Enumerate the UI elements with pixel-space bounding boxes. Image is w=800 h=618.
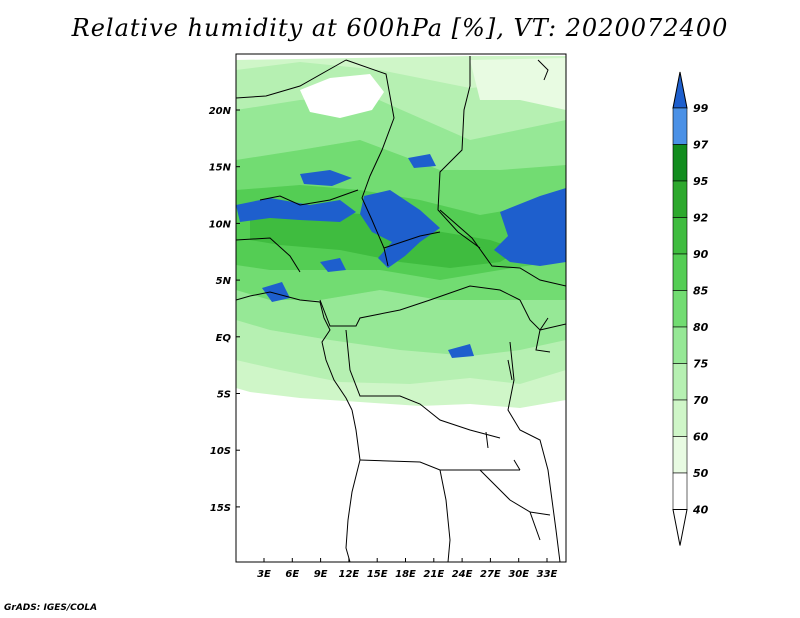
border-lakes [485,299,551,516]
humidity-field [236,56,566,408]
country-borders [236,56,566,562]
lat-tick-label: EQ [216,333,232,344]
lat-tick-label: 10S [210,446,231,457]
border-sudan [439,209,566,287]
border-east [535,59,566,353]
lon-tick-label: 30E [508,569,529,580]
chart-title: Relative humidity at 600hPa [%], VT: 202… [71,14,729,42]
lat-tick-label: 5S [217,390,231,401]
colorbar-level-label: 99 [693,102,709,115]
rh-90-region [250,210,520,268]
lon-tick-label: 21E [423,569,444,580]
grads-credit: GrADS: IGES/COLA [4,603,98,613]
rh-97-region-a [236,198,356,222]
colorbar-level-label: 97 [693,139,709,152]
colorbar-segment [672,472,688,510]
lon-tick-label: 6E [285,569,299,580]
colorbar-level-label: 80 [693,321,709,334]
colorbar-level-label: 40 [692,504,709,517]
colorbar-segment [672,253,688,291]
dry-region-northeast [470,58,566,110]
rh-97-region-g [448,344,474,358]
border-southern-africa [359,459,541,562]
lon-tick-label: 33E [537,569,558,580]
border-sahel [236,59,395,267]
colorbar-level-label: 90 [693,248,709,261]
colorbar-level-label: 60 [693,431,709,444]
rh-97-region-b [360,190,440,268]
map-frame [235,53,567,563]
colorbar-segment [672,144,688,182]
lat-tick-label: 15S [210,503,231,514]
rh-97-region-h [408,154,436,168]
colorbar-segment [672,290,688,328]
longitude-axis: 3E 6E 9E 12E 15E 18E 21E 24E 27E 30E 33E [257,558,558,580]
coastline-west-africa [236,291,353,411]
dry-region-north [300,74,384,118]
colorbar: 99 97 95 92 90 85 80 75 70 60 50 40 [672,71,709,546]
colorbar-segment [672,180,688,218]
lon-tick-label: 9E [314,569,328,580]
colorbar-segment [672,107,688,145]
colorbar-level-label: 70 [693,394,709,407]
lon-tick-label: 18E [395,569,416,580]
rh-97-region-d [262,282,290,302]
lat-tick-label: 15N [209,163,232,174]
rh-97-region-c [494,188,566,266]
lon-tick-label: 12E [339,569,360,580]
latitude-axis: 20N 15N 10N 5N EQ 5S 10S 15S [209,106,240,514]
border-congo [345,329,501,439]
lat-tick-label: 10N [209,219,232,230]
colorbar-level-label: 75 [693,358,709,371]
coastline-angola [345,409,361,562]
border-north-central [437,56,481,249]
colorbar-level-label: 85 [693,285,709,298]
lon-tick-label: 27E [480,569,501,580]
colorbar-level-label: 92 [693,212,709,225]
lat-tick-label: 5N [216,276,232,287]
border-nigeria [236,189,359,273]
colorbar-segment [672,217,688,255]
colorbar-level-label: 95 [693,175,709,188]
lon-tick-label: 15E [367,569,388,580]
colorbar-segment [672,399,688,437]
border-central [319,231,521,327]
colorbar-top-arrow [672,71,688,109]
coastline-east-africa [507,341,561,562]
lat-tick-label: 20N [209,106,232,117]
rh-97-region-e [300,170,352,186]
colorbar-segment [672,363,688,401]
colorbar-segment [672,326,688,364]
lon-tick-label: 3E [257,569,271,580]
colorbar-level-label: 50 [693,467,709,480]
colorbar-segment [672,436,688,474]
rh-97-region-f [320,258,346,272]
lon-tick-label: 24E [452,569,473,580]
colorbar-bottom-arrow [672,509,688,546]
